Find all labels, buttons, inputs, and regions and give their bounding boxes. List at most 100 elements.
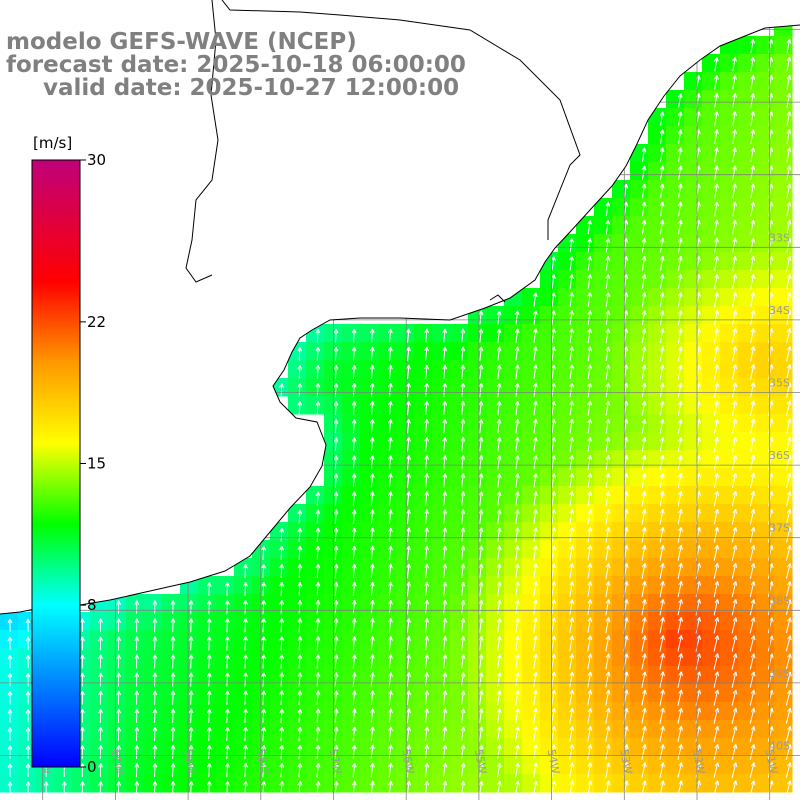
wind-arrow <box>786 237 792 253</box>
wind-arrow-head <box>442 599 446 605</box>
wind-arrow-head <box>442 744 446 749</box>
wind-speed-cell <box>486 594 505 613</box>
wind-arrow-head <box>787 707 791 712</box>
wind-speed-cell <box>432 360 451 379</box>
wind-arrow <box>387 328 393 343</box>
wind-speed-cell <box>612 540 631 559</box>
wind-arrow-head <box>641 472 646 478</box>
wind-arrow-head <box>732 237 736 243</box>
wind-arrow-head <box>716 256 719 261</box>
wind-speed-cell <box>270 666 289 685</box>
wind-arrow-shaft <box>605 653 610 670</box>
wind-arrow-head <box>605 744 610 749</box>
wind-arrow <box>152 690 158 705</box>
wind-arrow <box>424 636 430 651</box>
wind-arrow <box>641 310 647 325</box>
wind-arrow-head <box>442 491 446 496</box>
wind-arrow-head <box>152 744 156 750</box>
wind-arrow <box>496 364 502 380</box>
wind-arrow-shaft <box>316 708 319 724</box>
wind-arrow-shaft <box>641 400 646 416</box>
wind-arrow-shaft <box>406 726 410 742</box>
wind-arrow-head <box>662 292 665 297</box>
wind-arrow-head <box>678 617 682 622</box>
wind-arrow-shaft <box>677 707 682 724</box>
wind-arrow-head <box>662 382 665 388</box>
wind-arrow-head <box>569 509 573 514</box>
wind-arrow-head <box>460 636 464 641</box>
wind-arrow <box>750 328 756 344</box>
wind-arrow <box>460 400 466 416</box>
wind-arrow-head <box>299 383 303 388</box>
wind-arrow-shaft <box>208 582 210 597</box>
wind-speed-cell <box>738 198 757 217</box>
wind-arrow-head <box>750 183 754 188</box>
wind-arrow-head <box>662 707 665 713</box>
wind-arrow <box>79 636 85 651</box>
wind-arrow-head <box>644 292 647 297</box>
wind-arrow-shaft <box>407 473 410 488</box>
wind-arrow-head <box>496 617 501 623</box>
wind-arrow <box>641 292 647 307</box>
wind-arrow-shaft <box>750 346 755 362</box>
wind-speed-cell <box>684 342 703 361</box>
wind-arrow-head <box>172 618 176 623</box>
wind-arrow <box>224 672 230 687</box>
wind-arrow-head <box>753 436 756 442</box>
wind-arrow <box>351 346 357 361</box>
wind-arrow-head <box>208 654 212 659</box>
wind-arrow-head <box>625 219 629 225</box>
wind-arrow-head <box>716 436 719 442</box>
wind-arrow-head <box>335 582 339 587</box>
wind-arrow-shaft <box>226 745 229 760</box>
wind-arrow-shaft <box>749 635 755 652</box>
wind-speed-cell <box>576 342 595 361</box>
wind-arrow-head <box>551 599 555 604</box>
wind-arrow-head <box>408 364 411 370</box>
wind-speed-cell <box>234 702 253 721</box>
wind-arrow-shaft <box>497 617 501 633</box>
wind-arrow-head <box>626 310 629 316</box>
wind-speed-cell <box>702 234 721 253</box>
wind-arrow-head <box>714 328 718 333</box>
wind-arrow-head <box>80 672 83 678</box>
wind-arrow-shaft <box>605 238 609 253</box>
wind-arrow-head <box>677 274 682 279</box>
wind-arrow <box>243 690 248 705</box>
wind-arrow-head <box>335 455 339 461</box>
wind-arrow <box>750 436 756 452</box>
wind-arrow <box>713 454 720 470</box>
wind-arrow-head <box>735 346 738 351</box>
wind-arrow-shaft <box>731 436 737 452</box>
wind-speed-cell <box>378 396 397 415</box>
wind-arrow <box>134 636 140 651</box>
wind-arrow-head <box>406 455 410 460</box>
wind-arrow-shaft <box>750 147 754 163</box>
wind-arrow-shaft <box>352 636 356 651</box>
wind-arrow-head <box>753 744 756 749</box>
wind-arrow-head <box>481 563 484 569</box>
wind-arrow-head <box>641 219 646 225</box>
wind-speed-cell <box>216 576 235 595</box>
wind-speed-cell <box>630 522 649 541</box>
wind-arrow-shaft <box>190 727 192 741</box>
wind-speed-cell <box>702 594 721 613</box>
wind-speed-cell <box>288 540 307 559</box>
wind-arrow-head <box>786 111 791 116</box>
wind-arrow-head <box>786 38 791 44</box>
wind-arrow <box>569 509 575 525</box>
wind-speed-cell <box>144 774 163 793</box>
wind-arrow-head <box>336 744 339 750</box>
wind-speed-cell <box>432 414 451 433</box>
wind-arrow-shaft <box>768 455 773 470</box>
wind-arrow-head <box>462 599 466 605</box>
wind-arrow-head <box>261 654 265 659</box>
wind-speed-cell <box>360 594 379 613</box>
wind-arrow-head <box>732 201 736 206</box>
wind-arrow-head <box>408 563 411 569</box>
wind-speed-cell <box>504 774 523 793</box>
wind-speed-cell <box>216 702 235 721</box>
wind-arrow-head <box>589 328 593 334</box>
wind-arrow <box>514 527 520 543</box>
wind-arrow-head <box>753 599 756 604</box>
